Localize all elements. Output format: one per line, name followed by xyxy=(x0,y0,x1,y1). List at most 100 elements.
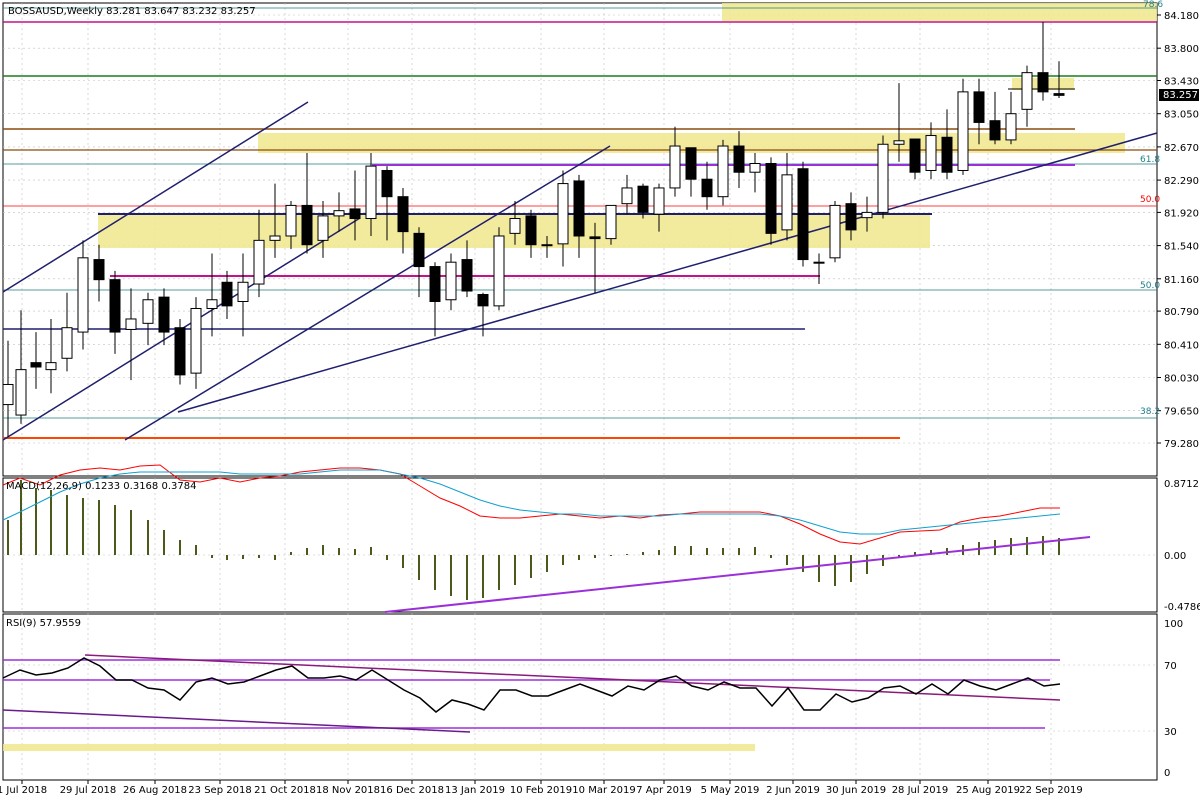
bull-candle xyxy=(813,261,825,264)
bear-candle xyxy=(221,281,233,307)
date-tick-label: 23 Sep 2018 xyxy=(188,785,251,796)
highlight-zone xyxy=(722,3,1157,21)
bear-candle xyxy=(797,168,809,261)
rsi-line xyxy=(2,657,1061,713)
bear-candle xyxy=(685,147,697,180)
macd-label: MACD(12,26,9) 0.1233 0.3168 0.3784 xyxy=(6,481,196,492)
bear-candle xyxy=(1053,93,1065,96)
macd-main-line xyxy=(2,469,1061,535)
bear-candle xyxy=(541,244,553,247)
rsi-trendline-lower xyxy=(2,709,471,733)
bear-candle xyxy=(589,236,601,240)
bear-candle xyxy=(733,145,745,173)
bull-candle xyxy=(77,257,89,333)
trendline xyxy=(2,101,309,293)
macd-series xyxy=(2,464,1091,613)
candles xyxy=(2,21,1065,437)
bull-candle xyxy=(269,235,281,241)
bear-candle xyxy=(381,169,393,198)
price-axis: 84.180 83.800 83.430 83.050 82.670 82.290 81.9… xyxy=(1157,11,1200,779)
bull-candle xyxy=(45,362,57,371)
bull-candle xyxy=(893,140,905,145)
bull-candle xyxy=(653,187,665,215)
highlight-zone xyxy=(258,133,1125,153)
rsi-tick-label: 30 xyxy=(1164,727,1177,738)
date-tick-label: 5 May 2019 xyxy=(701,785,760,796)
fib-label-382: 38.2 xyxy=(1140,407,1160,417)
price-tick-label: 81.540 xyxy=(1164,242,1199,253)
bear-candle xyxy=(349,208,361,220)
bull-candle xyxy=(557,183,569,245)
bear-candle xyxy=(701,178,713,198)
bear-candle xyxy=(573,180,585,237)
current-price-text: 83.257 xyxy=(1163,90,1198,101)
bull-candle xyxy=(925,135,937,171)
bull-candle xyxy=(2,383,14,406)
date-tick-label: 28 Jul 2019 xyxy=(892,785,949,796)
bear-candle xyxy=(989,120,1001,141)
bull-candle xyxy=(253,239,265,285)
date-tick-label: 30 Jun 2019 xyxy=(826,785,886,796)
bull-candle xyxy=(621,187,633,205)
fib-label-500-lower: 50.0 xyxy=(1140,281,1160,291)
current-price-tag xyxy=(1159,89,1199,101)
macd-tick-label: -0.4786 xyxy=(1164,602,1200,613)
macd-trendline xyxy=(384,536,1091,613)
bear-candle xyxy=(637,185,649,213)
date-tick-label: 13 Jan 2019 xyxy=(445,785,505,796)
bull-candle xyxy=(317,215,329,241)
date-tick-label: 22 Sep 2019 xyxy=(1019,785,1082,796)
trendline xyxy=(124,145,611,441)
bear-candle xyxy=(477,294,489,307)
bear-candle xyxy=(525,215,537,246)
bear-candle xyxy=(461,259,473,292)
rsi-tick-label: 70 xyxy=(1164,661,1177,672)
macd-signal-line xyxy=(2,464,1060,545)
date-tick-label: 7 Apr 2019 xyxy=(636,785,691,796)
price-tick-label: 84.180 xyxy=(1164,11,1199,22)
bear-candle xyxy=(909,138,921,173)
bull-candle xyxy=(493,235,505,307)
rsi-label: RSI(9) 57.9559 xyxy=(6,618,81,629)
date-tick-label: 18 Nov 2018 xyxy=(316,785,380,796)
fib-label-top: 78.6 xyxy=(1143,0,1163,10)
bull-candle xyxy=(125,318,137,330)
price-panel xyxy=(2,2,1158,477)
macd-tick-label: 0.8712 xyxy=(1164,479,1199,490)
bull-candle xyxy=(445,261,457,301)
bull-candle xyxy=(61,327,73,359)
bull-candle xyxy=(333,210,345,217)
date-tick-label: 16 Dec 2018 xyxy=(380,785,444,796)
rsi-tick-label: 100 xyxy=(1164,619,1183,630)
bull-candle xyxy=(957,91,969,171)
bull-candle xyxy=(190,307,202,374)
date-axis: 1 Jul 2018 29 Jul 2018 26 Aug 2018 23 Sep 2… xyxy=(0,780,1083,796)
bull-candle xyxy=(206,299,218,309)
bull-candle xyxy=(877,143,889,213)
bull-candle xyxy=(365,165,377,220)
price-tick-label: 81.160 xyxy=(1164,275,1199,286)
fib-label-500: 50.0 xyxy=(1140,195,1160,205)
bear-candle xyxy=(413,232,425,268)
date-tick-label: 29 Jul 2018 xyxy=(60,785,117,796)
bear-candle xyxy=(765,162,777,234)
rsi-tick-label: 0 xyxy=(1164,768,1170,779)
bear-candle xyxy=(93,259,105,281)
bear-candle xyxy=(973,91,985,123)
bull-candle xyxy=(142,299,154,324)
trendline xyxy=(177,132,1158,413)
bull-candle xyxy=(669,145,681,189)
bear-candle xyxy=(397,196,409,233)
bull-candle xyxy=(1005,113,1017,141)
bear-candle xyxy=(301,204,313,246)
price-tick-label: 80.790 xyxy=(1164,307,1199,318)
price-tick-label: 80.410 xyxy=(1164,340,1199,351)
bear-candle xyxy=(1037,72,1049,93)
bull-candle xyxy=(1021,72,1033,110)
price-tick-label: 82.670 xyxy=(1164,143,1199,154)
macd-panel xyxy=(2,477,1158,613)
price-tick-label: 80.030 xyxy=(1164,373,1199,384)
macd-tick-label: 0.00 xyxy=(1164,551,1186,562)
bear-candle xyxy=(845,203,857,231)
